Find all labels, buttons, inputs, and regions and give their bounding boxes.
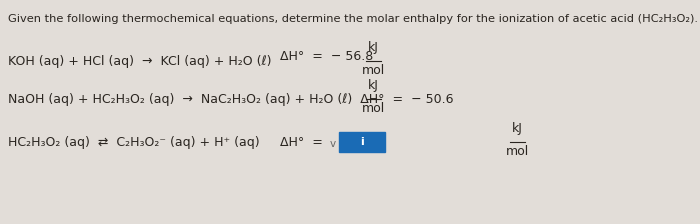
Text: mol: mol [362,64,385,77]
Text: ΔH°  =  − 56.8: ΔH° = − 56.8 [280,50,373,62]
Text: KOH (aq) + HCl (aq)  →  KCl (aq) + H₂O (ℓ): KOH (aq) + HCl (aq) → KCl (aq) + H₂O (ℓ) [8,54,272,67]
FancyBboxPatch shape [339,132,385,152]
Text: kJ: kJ [368,41,379,54]
Text: HC₂H₃O₂ (aq)  ⇄  C₂H₃O₂⁻ (aq) + H⁺ (aq): HC₂H₃O₂ (aq) ⇄ C₂H₃O₂⁻ (aq) + H⁺ (aq) [8,136,260,149]
Text: i: i [360,137,364,147]
Text: kJ: kJ [512,122,523,135]
Text: mol: mol [506,145,529,158]
Text: ΔH°  =: ΔH° = [280,136,323,149]
Text: kJ: kJ [368,79,379,92]
Text: v: v [329,139,335,149]
Text: NaOH (aq) + HC₂H₃O₂ (aq)  →  NaC₂H₃O₂ (aq) + H₂O (ℓ)  ΔH°  =  − 50.6: NaOH (aq) + HC₂H₃O₂ (aq) → NaC₂H₃O₂ (aq)… [8,93,454,106]
Text: Given the following thermochemical equations, determine the molar enthalpy for t: Given the following thermochemical equat… [8,14,698,24]
Text: mol: mol [362,102,385,115]
